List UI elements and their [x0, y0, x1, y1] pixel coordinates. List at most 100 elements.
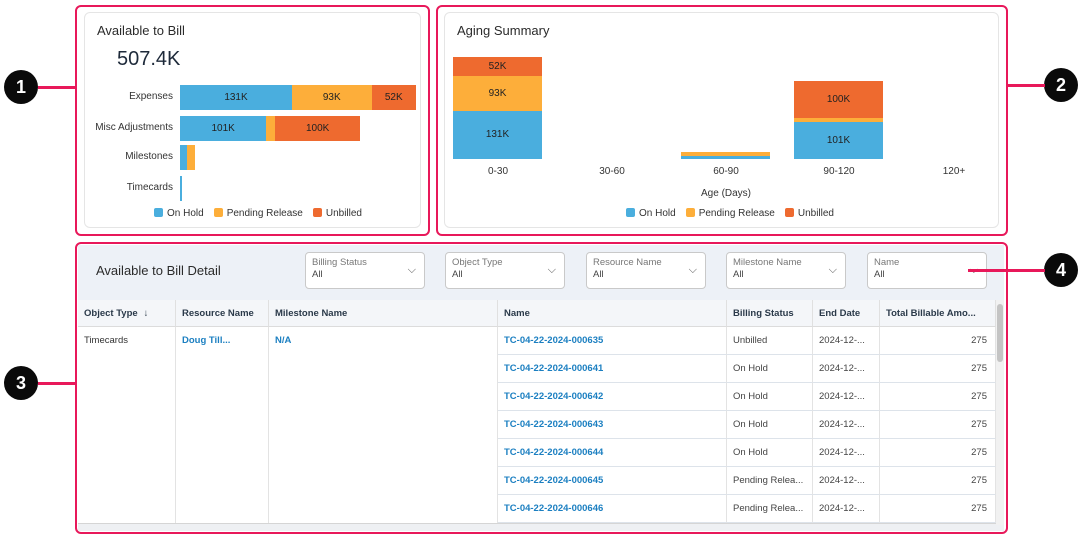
- filter-dropdown[interactable]: Billing Status All ⌵: [305, 252, 425, 289]
- callout-badge-4: 4: [1044, 253, 1078, 287]
- column-header-label: Object Type: [84, 307, 138, 319]
- table-next-row: [78, 523, 1004, 531]
- filter-value: All: [312, 269, 323, 280]
- legend-swatch: [154, 208, 163, 217]
- x-axis-label: 90-120: [823, 166, 855, 177]
- y-axis-label: Expenses: [129, 91, 173, 102]
- cell-billing-status: On Hold: [727, 355, 813, 383]
- cell-name-link[interactable]: TC-04-22-2024-000644: [498, 439, 727, 467]
- sort-descending-icon[interactable]: ↓: [143, 307, 149, 319]
- column-header[interactable]: Object Type ↓: [78, 300, 176, 327]
- filter-dropdown[interactable]: Milestone Name All ⌵: [726, 252, 846, 289]
- filter-label: Billing Status: [312, 257, 367, 268]
- filter-value: All: [874, 269, 885, 280]
- cell-end-date: 2024-12-...: [813, 327, 880, 355]
- cell-end-date: 2024-12-...: [813, 355, 880, 383]
- filter-dropdown[interactable]: Object Type All ⌵: [445, 252, 565, 289]
- bar-segment[interactable]: 100K: [794, 80, 883, 118]
- bar-segment[interactable]: 52K: [453, 56, 542, 77]
- cell-name-link[interactable]: TC-04-22-2024-000646: [498, 495, 727, 523]
- legend-item[interactable]: On Hold: [154, 208, 204, 219]
- callout-badge-1: 1: [4, 70, 38, 104]
- chevron-down-icon[interactable]: ⌵: [547, 264, 556, 276]
- bar-segment[interactable]: 93K: [453, 76, 542, 111]
- bar-segment[interactable]: 93K: [292, 85, 372, 110]
- callout-line-3: [38, 382, 76, 385]
- legend-swatch: [626, 208, 635, 217]
- column-header[interactable]: Milestone Name: [269, 300, 498, 327]
- legend-item[interactable]: Pending Release: [213, 208, 303, 219]
- legend-label: Pending Release: [226, 208, 303, 219]
- cell-total-billable: 275: [880, 327, 996, 355]
- column-header-label: Resource Name: [182, 307, 254, 319]
- cell-end-date: 2024-12-...: [813, 467, 880, 495]
- cell-end-date: 2024-12-...: [813, 439, 880, 467]
- legend-swatch: [312, 208, 322, 217]
- cell-total-billable: 275: [880, 467, 996, 495]
- bar-segment[interactable]: [794, 117, 883, 122]
- callout-frame-aging-summary: [436, 5, 1008, 236]
- bar-segment[interactable]: 131K: [180, 85, 292, 110]
- cell-name-link[interactable]: TC-04-22-2024-000645: [498, 467, 727, 495]
- bar-segment[interactable]: [186, 145, 196, 170]
- bar-segment[interactable]: [180, 176, 183, 201]
- legend-item[interactable]: Unbilled: [784, 208, 834, 219]
- cell-milestone-name[interactable]: N/A: [269, 327, 498, 523]
- column-header-label: Billing Status: [733, 307, 794, 319]
- column-header[interactable]: Total Billable Amo...: [880, 300, 996, 327]
- callout-line-2: [1007, 84, 1045, 87]
- callout-line-4: [968, 269, 1045, 272]
- bar-segment[interactable]: [681, 156, 770, 159]
- scrollbar-thumb[interactable]: [997, 304, 1003, 362]
- bar-segment[interactable]: 101K: [180, 116, 267, 141]
- filter-dropdown[interactable]: Resource Name All ⌵: [586, 252, 706, 289]
- cell-total-billable: 275: [880, 411, 996, 439]
- cell-billing-status: Unbilled: [727, 327, 813, 355]
- bar-segment[interactable]: 100K: [274, 116, 361, 141]
- filter-value: All: [593, 269, 604, 280]
- column-header-label: Total Billable Amo...: [886, 307, 976, 319]
- column-header-label: End Date: [819, 307, 861, 319]
- bar-segment[interactable]: [180, 145, 187, 170]
- chevron-down-icon[interactable]: ⌵: [688, 264, 697, 276]
- bar-segment[interactable]: 52K: [371, 85, 416, 110]
- legend-swatch: [784, 208, 794, 217]
- cell-billing-status: On Hold: [727, 439, 813, 467]
- chevron-down-icon[interactable]: ⌵: [828, 264, 837, 276]
- chevron-down-icon[interactable]: ⌵: [407, 264, 416, 276]
- callout-line-1: [38, 86, 76, 89]
- x-axis-label: 60-90: [713, 166, 739, 177]
- callout-frame-available-to-bill: [75, 5, 430, 236]
- bar-segment[interactable]: [681, 152, 770, 157]
- filter-value: All: [452, 269, 463, 280]
- aging-summary-title: Aging Summary: [457, 23, 550, 38]
- legend-item[interactable]: Unbilled: [312, 208, 362, 219]
- cell-name-link[interactable]: TC-04-22-2024-000641: [498, 355, 727, 383]
- cell-name-link[interactable]: TC-04-22-2024-000635: [498, 327, 727, 355]
- table-scrollbar[interactable]: [996, 300, 1004, 525]
- legend-label: Unbilled: [797, 208, 834, 219]
- cell-total-billable: 275: [880, 439, 996, 467]
- cell-total-billable: 275: [880, 495, 996, 523]
- legend-item[interactable]: On Hold: [626, 208, 676, 219]
- available-to-bill-title: Available to Bill: [97, 23, 185, 38]
- cell-resource-name[interactable]: Doug Till...: [176, 327, 269, 523]
- cell-billing-status: On Hold: [727, 383, 813, 411]
- bar-segment[interactable]: [266, 116, 275, 141]
- legend-label: On Hold: [167, 208, 204, 219]
- bar-segment[interactable]: 131K: [453, 110, 542, 159]
- column-header[interactable]: Name: [498, 300, 727, 327]
- column-header[interactable]: Resource Name: [176, 300, 269, 327]
- cell-name-link[interactable]: TC-04-22-2024-000642: [498, 383, 727, 411]
- legend-item[interactable]: Pending Release: [685, 208, 775, 219]
- filter-label: Object Type: [452, 257, 503, 268]
- cell-total-billable: 275: [880, 355, 996, 383]
- column-header[interactable]: Billing Status: [727, 300, 813, 327]
- cell-billing-status: On Hold: [727, 411, 813, 439]
- column-header[interactable]: End Date: [813, 300, 880, 327]
- cell-object-type: Timecards: [78, 327, 176, 523]
- cell-name-link[interactable]: TC-04-22-2024-000643: [498, 411, 727, 439]
- legend-label: Unbilled: [325, 208, 362, 219]
- available-to-bill-legend: On Hold Pending Release Unbilled: [154, 208, 362, 219]
- bar-segment[interactable]: 101K: [794, 121, 883, 159]
